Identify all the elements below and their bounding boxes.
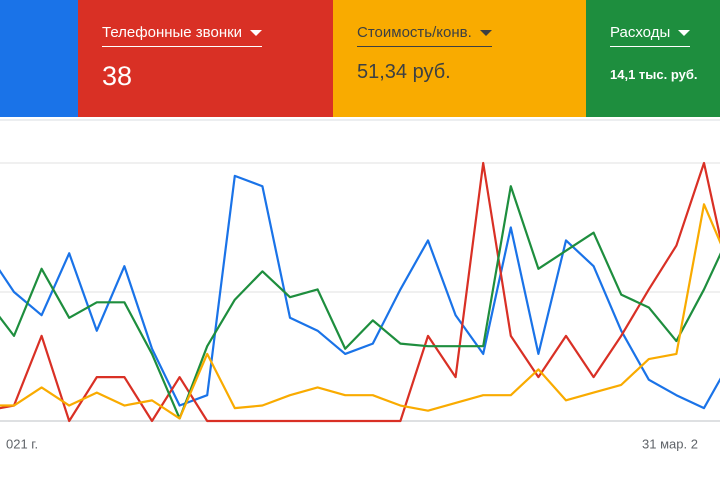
dropdown-arrow[interactable] <box>250 30 263 37</box>
x-tick-label: 31 мар. 2 <box>642 436 698 451</box>
x-tick-label: 021 г. <box>6 436 38 451</box>
metric-title-text: Расходы <box>610 24 671 41</box>
series-line <box>0 161 720 423</box>
metric-value: 14,1 тыс. руб. <box>610 67 698 82</box>
dropdown-arrow[interactable] <box>678 30 691 37</box>
metric-value: 51,34 руб. <box>357 61 451 83</box>
dropdown-arrow[interactable] <box>479 30 492 37</box>
metric-title[interactable]: Телефонные звонки <box>102 24 263 47</box>
metric-card[interactable]: Стоимость/конв. 51,34 руб. <box>333 0 586 117</box>
metric-card[interactable]: Расходы 14,1 тыс. руб. <box>586 0 720 117</box>
metric-title-text: Стоимость/конв. <box>357 24 472 41</box>
metric-cards: Телефонные звонки 38 Стоимость/конв. 51,34 … <box>0 0 720 117</box>
metric-card[interactable]: Телефонные звонки 38 <box>78 0 333 117</box>
series-line <box>0 203 720 420</box>
metric-title[interactable]: Стоимость/конв. <box>357 24 492 47</box>
metric-value: 38 <box>102 61 133 91</box>
series-line <box>0 174 720 410</box>
chart: 021 г. 31 мар. 2 <box>0 119 720 451</box>
metric-title-text: Телефонные звонки <box>102 24 243 41</box>
metric-title[interactable]: Расходы <box>610 24 691 47</box>
series-line <box>0 185 720 420</box>
metric-card[interactable] <box>0 0 78 117</box>
